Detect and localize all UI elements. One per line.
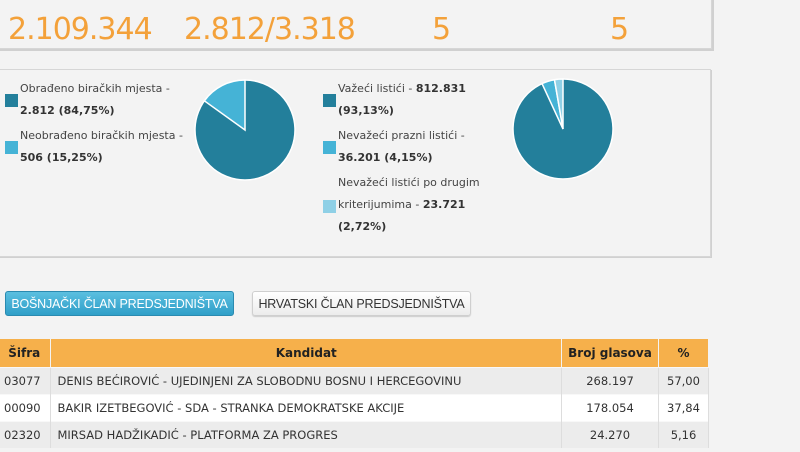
cell-percent: 57,00 — [658, 367, 710, 395]
column-header-votes[interactable]: Broj glasova — [561, 339, 659, 368]
pie-chart-ballots — [512, 78, 614, 180]
cell-votes: 268.197 — [561, 367, 659, 395]
summary-value-polling-stations: 2.812/3.318 — [184, 12, 356, 47]
legend-item-unprocessed: Neobrađeno biračkih mjesta - 506 (15,25%… — [20, 129, 183, 164]
column-header-candidate[interactable]: Kandidat — [50, 339, 563, 368]
pie-chart-polling-stations — [194, 79, 296, 181]
legend-swatch-unprocessed — [5, 141, 18, 154]
cell-code: 03077 — [0, 367, 52, 395]
table-row: 00090 BAKIR IZETBEGOVIĆ - SDA - STRANKA … — [0, 394, 710, 422]
legend-item-invalid-blank: Nevažeći prazni listići - 36.201 (4,15%) — [338, 129, 465, 164]
cell-candidate: BAKIR IZETBEGOVIĆ - SDA - STRANKA DEMOKR… — [50, 394, 563, 422]
tab-bosniak-member[interactable]: BOŠNJAČKI ČLAN PREDSJEDNIŠTVA — [5, 291, 234, 316]
legend-item-valid: Važeći listići - 812.831 (93,13%) — [338, 82, 466, 117]
table-row: 02320 MIRSAD HADŽIKADIĆ - PLATFORMA ZA P… — [0, 421, 710, 448]
cell-code: 00090 — [0, 394, 52, 422]
summary-panel — [0, 0, 712, 49]
cell-percent: 37,84 — [658, 394, 710, 422]
tab-croat-member[interactable]: HRVATSKI ČLAN PREDSJEDNIŠTVA — [252, 291, 471, 316]
summary-value-4: 5 — [610, 12, 629, 47]
table-header-row: Šifra Kandidat Broj glasova % — [0, 339, 710, 368]
summary-value-total-voters: 2.109.344 — [8, 12, 153, 47]
summary-value-3: 5 — [432, 12, 451, 47]
column-header-code[interactable]: Šifra — [0, 339, 52, 368]
legend-item-processed: Obrađeno biračkih mjesta - 2.812 (84,75%… — [20, 82, 170, 117]
cell-candidate: MIRSAD HADŽIKADIĆ - PLATFORMA ZA PROGRES — [50, 421, 563, 448]
legend-item-invalid-other: Nevažeći listići po drugim kriterijumima… — [338, 176, 480, 233]
legend-swatch-valid — [323, 94, 336, 107]
cell-votes: 178.054 — [561, 394, 659, 422]
results-table: Šifra Kandidat Broj glasova % 03077 DENI… — [0, 339, 710, 448]
column-header-percent[interactable]: % — [658, 339, 710, 368]
cell-code: 02320 — [0, 421, 52, 448]
legend-swatch-invalid-blank — [323, 141, 336, 154]
legend-swatch-invalid-other — [323, 200, 336, 213]
legend-swatch-processed — [5, 94, 18, 107]
table-row: 03077 DENIS BEĆIROVIĆ - UJEDINJENI ZA SL… — [0, 367, 710, 395]
cell-votes: 24.270 — [561, 421, 659, 448]
cell-candidate: DENIS BEĆIROVIĆ - UJEDINJENI ZA SLOBODNU… — [50, 367, 563, 395]
cell-percent: 5,16 — [658, 421, 710, 448]
